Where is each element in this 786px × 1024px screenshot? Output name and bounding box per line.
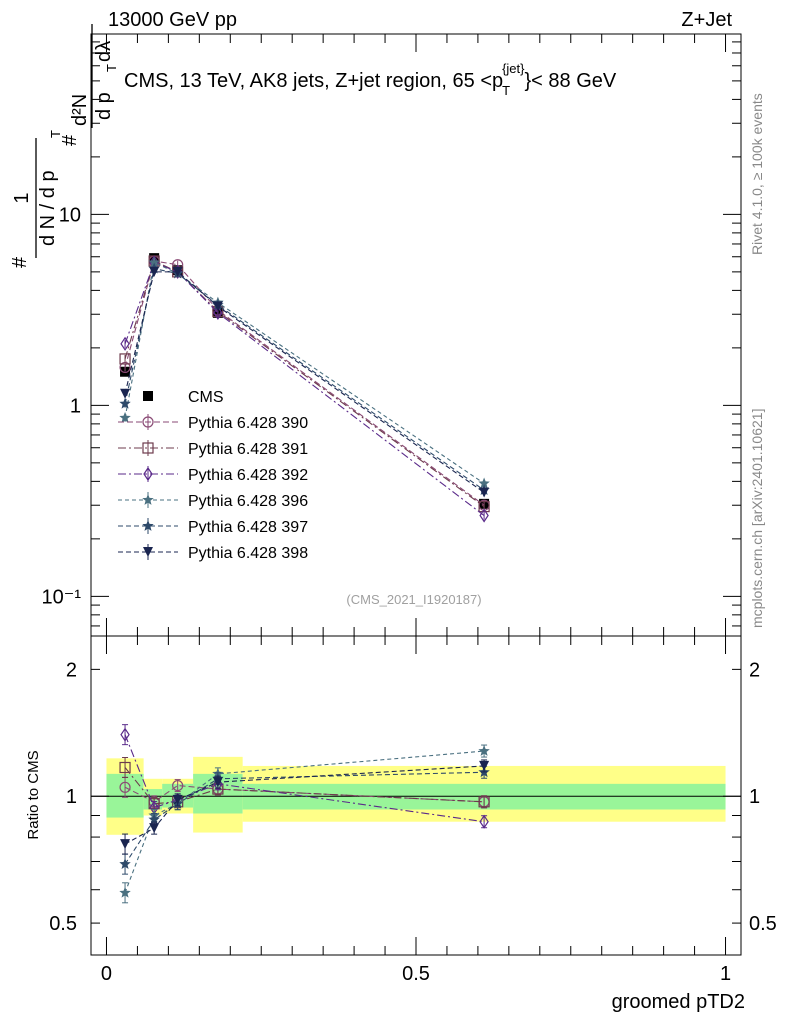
ylabel-T1: T xyxy=(48,130,63,138)
data-point xyxy=(120,336,130,351)
data-point xyxy=(212,301,223,312)
mcplots-label: mcplots.cern.ch [arXiv:2401.10621] xyxy=(749,409,765,628)
legend-marker xyxy=(143,391,153,401)
main-y-tick-label: 10⁻¹ xyxy=(42,586,82,608)
data-series xyxy=(119,253,490,904)
ylabel-one: 1 xyxy=(11,192,33,203)
legend-entry: Pythia 6.428 391 xyxy=(118,440,308,458)
legend-entry: Pythia 6.428 396 xyxy=(118,492,308,510)
data-point xyxy=(149,266,160,277)
ratio-point xyxy=(119,858,131,869)
legend-marker xyxy=(143,547,153,557)
ratio-y-tick-label-left: 1 xyxy=(66,786,77,808)
data-point xyxy=(479,508,489,523)
legend-entry: CMS xyxy=(143,389,224,406)
data-point xyxy=(479,487,490,498)
legend-label: Pythia 6.428 392 xyxy=(188,467,308,484)
ratio-point xyxy=(119,886,131,898)
ratio-point xyxy=(212,777,223,788)
x-tick-label: 1 xyxy=(720,963,731,985)
analysis-watermark: (CMS_2021_I1920187) xyxy=(346,592,481,607)
data-point xyxy=(213,305,223,320)
ratio-line xyxy=(124,784,485,803)
legend-label: Pythia 6.428 391 xyxy=(188,441,308,458)
legend-marker xyxy=(143,466,153,482)
legend-label: Pythia 6.428 397 xyxy=(188,519,308,536)
legend-label: Pythia 6.428 396 xyxy=(188,493,308,510)
ratio-point xyxy=(172,779,184,792)
data-point xyxy=(148,256,160,268)
series-line xyxy=(124,271,485,493)
ylabel-hash2: # xyxy=(59,134,81,146)
data-point xyxy=(172,266,183,277)
ratio-y-tick-label-right: 2 xyxy=(749,659,760,681)
ratio-y-tick-label-right: 1 xyxy=(749,786,760,808)
legend-entry: Pythia 6.428 390 xyxy=(118,414,308,432)
ratio-line xyxy=(124,765,485,845)
x-tick-label: 0.5 xyxy=(402,963,430,985)
data-point xyxy=(120,366,131,377)
legend-label: CMS xyxy=(188,389,224,406)
rivet-version-label: Rivet 4.1.0, ≥ 100k events xyxy=(749,93,765,255)
ratio-point xyxy=(478,745,490,756)
legend-marker xyxy=(142,442,154,454)
ratio-point xyxy=(120,727,130,742)
ratio-point xyxy=(479,814,489,829)
data-point xyxy=(119,397,131,409)
ratio-y-tick-label-right: 0.5 xyxy=(749,913,777,935)
legend-marker xyxy=(142,416,154,428)
ratio-y-tick-label-left: 0.5 xyxy=(49,913,77,935)
ylabel-dl: dλ xyxy=(93,41,115,62)
legend-marker xyxy=(142,494,154,505)
main-y-tick-label: 10 xyxy=(59,204,81,226)
header-right: Z+Jet xyxy=(681,9,732,31)
ratio-y-axis-title: Ratio to CMS xyxy=(25,750,42,839)
data-point xyxy=(119,411,131,423)
series-line xyxy=(124,260,485,506)
ratio-point xyxy=(119,781,131,793)
axis-ticks: 10⁻¹ 1 10 0.5 0.5 1 1 2 2 0 0.5 1 xyxy=(42,34,777,985)
legend-marker xyxy=(142,520,154,531)
ratio-point xyxy=(120,839,131,850)
ratio-point xyxy=(148,813,160,825)
ylabel-d2N: d²N xyxy=(69,94,91,126)
ratio-point xyxy=(119,761,131,774)
ratio-point xyxy=(172,794,183,805)
main-y-tick-label: 1 xyxy=(70,395,81,417)
y-axis-title: # 1 d N / d p T # d²N d p T dλ xyxy=(9,24,119,268)
ylabel-dp: d p xyxy=(93,92,115,120)
legend-entry: Pythia 6.428 392 xyxy=(118,466,308,484)
data-point xyxy=(120,388,131,399)
ratio-point xyxy=(479,760,490,771)
data-point xyxy=(478,477,490,489)
legend: CMS Pythia 6.428 390 Pythia 6.428 391 Pythi… xyxy=(118,389,308,562)
ratio-point xyxy=(149,823,160,834)
x-axis-title: groomed pTD2 xyxy=(612,991,745,1013)
ylabel-dN: d N / d p xyxy=(37,170,59,246)
legend-label: Pythia 6.428 390 xyxy=(188,415,308,432)
data-point xyxy=(119,353,131,365)
x-tick-label: 0 xyxy=(101,963,112,985)
ratio-pythia-6-428-398 xyxy=(120,759,490,855)
legend-entry: Pythia 6.428 398 xyxy=(118,544,308,562)
header-left: 13000 GeV pp xyxy=(108,9,237,31)
ylabel-hash: # xyxy=(9,256,31,268)
legend-entry: Pythia 6.428 397 xyxy=(118,518,308,536)
ratio-y-tick-label-left: 2 xyxy=(66,659,77,681)
main-title: CMS, 13 TeV, AK8 jets, Z+jet region, 65 … xyxy=(124,61,617,98)
ylabel-T2: T xyxy=(104,64,119,72)
ratio-point xyxy=(478,796,490,808)
legend-label: Pythia 6.428 398 xyxy=(188,545,308,562)
series-pythia-6-428-398 xyxy=(120,266,490,498)
